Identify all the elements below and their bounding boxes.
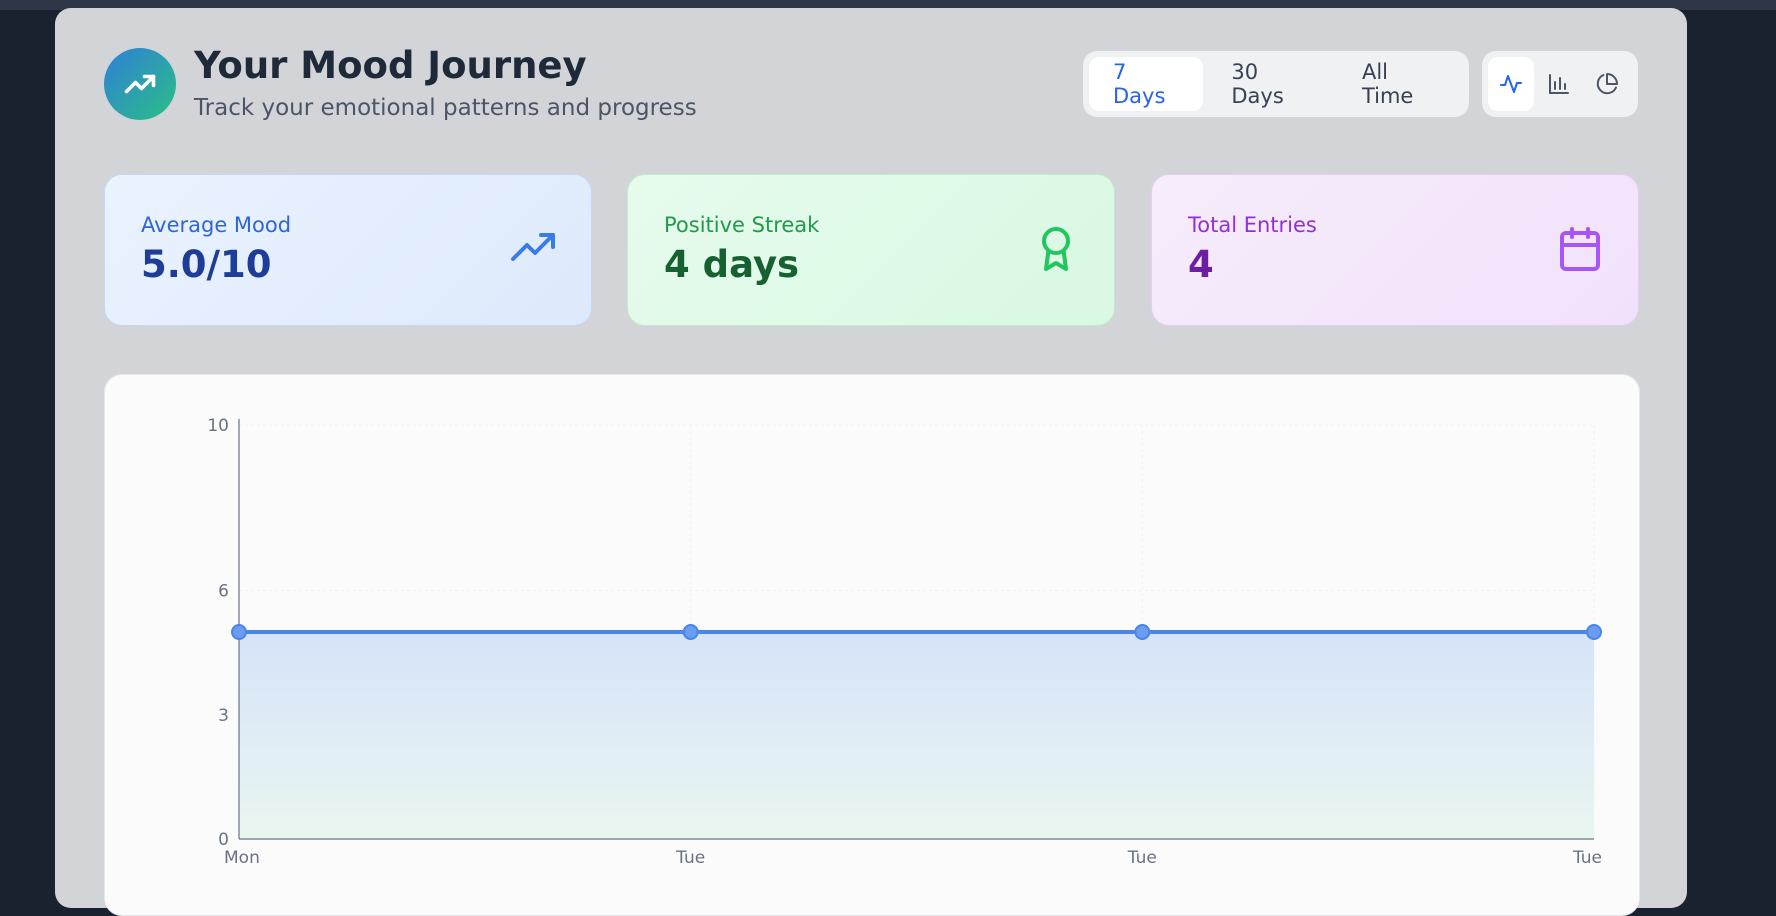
range-7-days-button[interactable]: 7 Days [1089,57,1204,111]
page-title: Your Mood Journey [194,44,587,87]
total-entries-value: 4 [1188,243,1214,286]
average-mood-value: 5.0/10 [141,243,272,286]
y-tick-label: 0 [218,830,229,850]
page-subtitle: Track your emotional patterns and progre… [194,95,697,121]
app-logo [104,48,176,120]
pie-view-button[interactable] [1584,57,1630,111]
data-point [1586,624,1602,640]
total-entries-label: Total Entries [1188,213,1317,237]
range-all-time-button[interactable]: All Time [1361,60,1414,108]
calendar-icon [1560,227,1600,271]
x-tick-label: Tue [1127,848,1157,868]
y-tick-label: 10 [207,416,229,436]
award-icon [1042,227,1070,271]
data-point [231,624,247,640]
y-tick-label: 3 [218,706,229,726]
x-tick-label: Tue [675,848,705,868]
window-top-bar [0,0,1776,10]
x-tick-label: Mon [224,848,260,868]
mood-chart-panel: 0 3 6 10 Mon Tue Tue Tue [104,374,1640,916]
positive-streak-label: Positive Streak [664,213,820,237]
positive-streak-card: Positive Streak 4 days [627,174,1115,326]
bar-chart-icon [1549,74,1569,94]
pie-chart-icon [1596,73,1618,95]
x-tick-label: Tue [1572,848,1602,868]
positive-streak-value: 4 days [664,243,800,286]
total-entries-card: Total Entries 4 [1151,174,1639,326]
data-point [1134,624,1151,640]
line-chart-icon [1500,75,1522,93]
range-30-days-button[interactable]: 30 Days [1231,60,1284,108]
mood-chart: 0 3 6 10 Mon Tue Tue Tue [207,416,1602,868]
average-mood-label: Average Mood [141,213,292,237]
bar-view-button[interactable] [1536,57,1582,111]
data-point [682,624,699,640]
line-view-button[interactable] [1488,57,1534,111]
time-range-selector: 7 Days 30 Days All Time [1083,51,1469,117]
trending-up-icon [124,74,156,94]
trending-up-icon [511,233,555,261]
y-tick-label: 6 [218,582,229,602]
mood-area [239,632,1594,839]
average-mood-card: Average Mood 5.0/10 [104,174,592,326]
chart-view-selector [1482,51,1638,117]
